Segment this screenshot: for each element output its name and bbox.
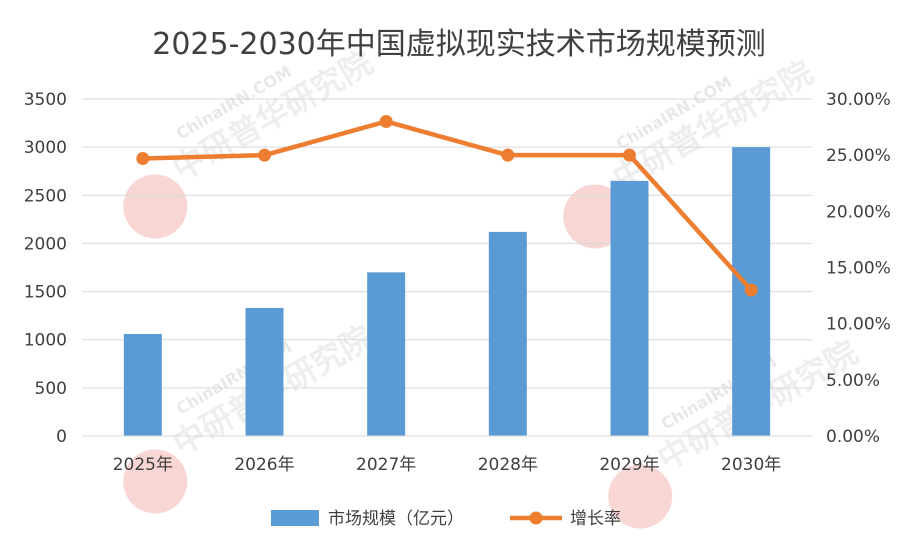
right-tick-label: 20.00% [826,202,891,222]
line-point [136,152,150,166]
gridlines [82,98,812,437]
left-tick-label: 3000 [24,138,67,158]
watermark-badge-icon [608,464,673,529]
legend-bar-swatch [271,510,319,526]
left-tick-label: 2500 [24,186,67,206]
line-point [744,283,758,297]
right-tick-label: 15.00% [826,259,891,279]
right-tick-label: 5.00% [826,371,880,391]
x-tick-label: 2027年 [356,455,416,475]
x-tick-label: 2025年 [113,455,173,475]
left-tick-label: 3500 [24,90,67,110]
bar [610,180,649,436]
bar [367,272,406,436]
line-point [501,148,515,162]
left-tick-label: 1500 [24,283,67,303]
x-tick-label: 2026年 [234,455,294,475]
bar [123,333,162,436]
x-tick-label: 2029年 [599,455,659,475]
left-tick-label: 2000 [24,234,67,254]
left-axis: 0 500 1000 1500 2000 2500 3000 3500 [24,90,67,447]
watermark-badge-icon [123,449,188,514]
x-tick-label: 2030年 [721,455,781,475]
right-tick-label: 25.00% [826,146,891,166]
watermark-badge-icon [123,174,188,239]
line-point [258,148,271,162]
right-axis: 0.00% 5.00% 10.00% 15.00% 20.00% 25.00% 30.00% [826,90,891,447]
right-tick-label: 0.00% [826,427,880,447]
x-axis: 2025年 2026年 2027年 2028年 2029年 2030年 [82,435,812,475]
right-tick-label: 30.00% [826,90,891,110]
x-tick-label: 2028年 [478,455,538,475]
line-path [142,119,753,292]
right-tick-label: 10.00% [826,315,891,335]
line-series [136,114,758,297]
bar [245,307,284,436]
line-point [623,148,636,162]
bar [488,231,527,436]
line-point [379,114,393,128]
chart-title: 2025-2030年中国虚拟现实技术市场规模预测 [152,27,766,62]
legend-label-bar: 市场规模（亿元） [328,509,464,529]
legend-label-line: 增长率 [570,509,621,529]
left-tick-label: 1000 [24,331,67,351]
left-tick-label: 0 [56,427,67,447]
legend-line-marker [529,511,543,525]
legend: 市场规模（亿元） 增长率 [271,509,621,529]
left-tick-label: 500 [35,379,67,399]
